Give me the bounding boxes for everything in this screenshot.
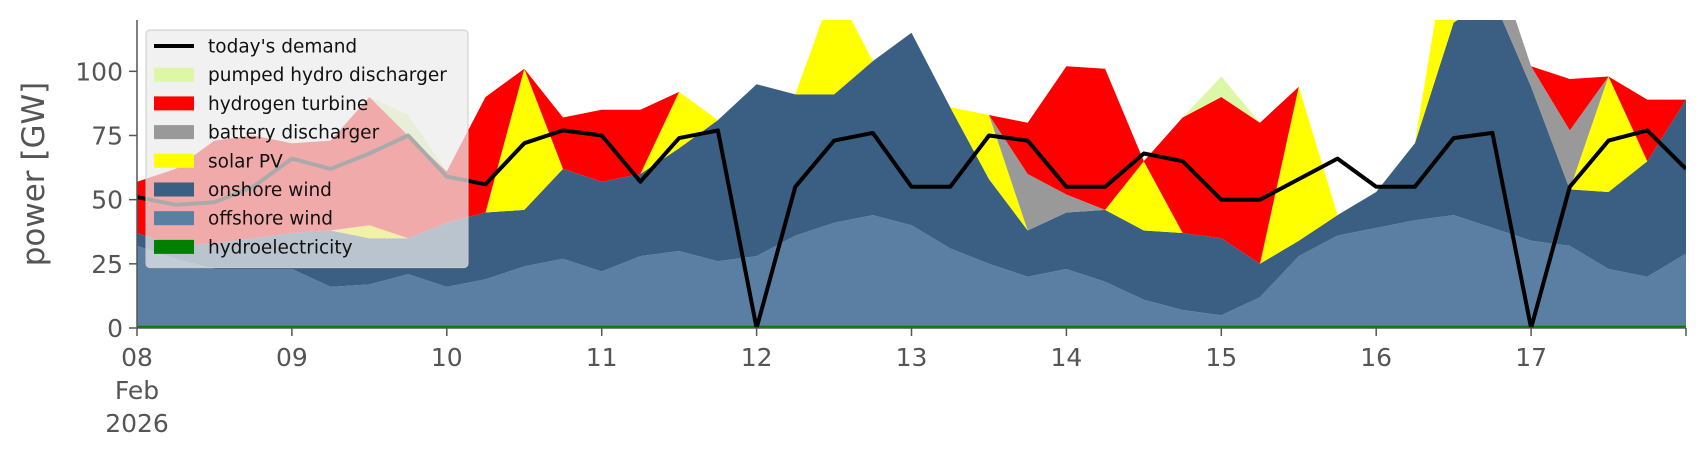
x-tick-label: 17: [1515, 343, 1547, 372]
y-tick-label: 100: [75, 57, 123, 86]
y-tick-label: 25: [91, 250, 123, 279]
legend-label-today-s-demand: today's demand: [208, 37, 357, 58]
x-tick-label: 15: [1205, 343, 1237, 372]
legend-label-hydrogen-turbine: hydrogen turbine: [208, 94, 368, 115]
x-tick-label: 14: [1050, 343, 1082, 372]
x-tick-label: 10: [431, 343, 463, 372]
y-tick-label: 0: [107, 314, 123, 343]
legend-swatch-solar-pv: [154, 153, 194, 168]
y-tick-label: 75: [91, 122, 123, 151]
legend-label-pumped-hydro-discharger: pumped hydro discharger: [208, 65, 447, 86]
x-tick-sublabel: Feb: [115, 376, 159, 405]
x-tick-sublabel: 2026: [105, 409, 169, 438]
legend-swatch-pumped-hydro-discharger: [154, 67, 194, 82]
legend-swatch-onshore-wind: [154, 182, 194, 197]
x-tick-label: 16: [1360, 343, 1392, 372]
legend-swatch-hydroelectricity: [154, 239, 194, 254]
legend-label-battery-discharger: battery discharger: [208, 123, 380, 144]
area-solar-pv: [137, 20, 1686, 264]
x-axis-ticks: 08 Feb 2026 09 10 11 12 13 14 15 16 17: [105, 328, 1687, 438]
y-axis-ticks: 0 25 50 75 100: [75, 57, 137, 343]
y-tick-label: 50: [91, 186, 123, 215]
legend-label-offshore-wind: offshore wind: [208, 209, 333, 230]
area-onshore-wind: [137, 20, 1686, 316]
legend-label-hydroelectricity: hydroelectricity: [208, 237, 353, 258]
x-tick-label: 09: [276, 343, 308, 372]
x-tick-label: 11: [586, 343, 618, 372]
legend-label-onshore-wind: onshore wind: [208, 180, 332, 201]
legend-box: [145, 29, 469, 269]
legend-swatch-offshore-wind: [154, 211, 194, 226]
x-tick-label: 12: [741, 343, 773, 372]
x-tick-label: 08: [121, 343, 153, 372]
legend-swatch-battery-discharger: [154, 125, 194, 140]
legend-swatch-hydrogen-turbine: [154, 96, 194, 111]
legend-label-solar-pv: solar PV: [208, 151, 283, 172]
area-offshore-wind: [137, 215, 1686, 326]
legend: today's demand pumped hydro discharger hyd…: [145, 29, 469, 269]
y-axis-title: power [GW]: [16, 82, 52, 267]
area-series-group: [137, 20, 1686, 328]
x-tick-label: 13: [896, 343, 928, 372]
